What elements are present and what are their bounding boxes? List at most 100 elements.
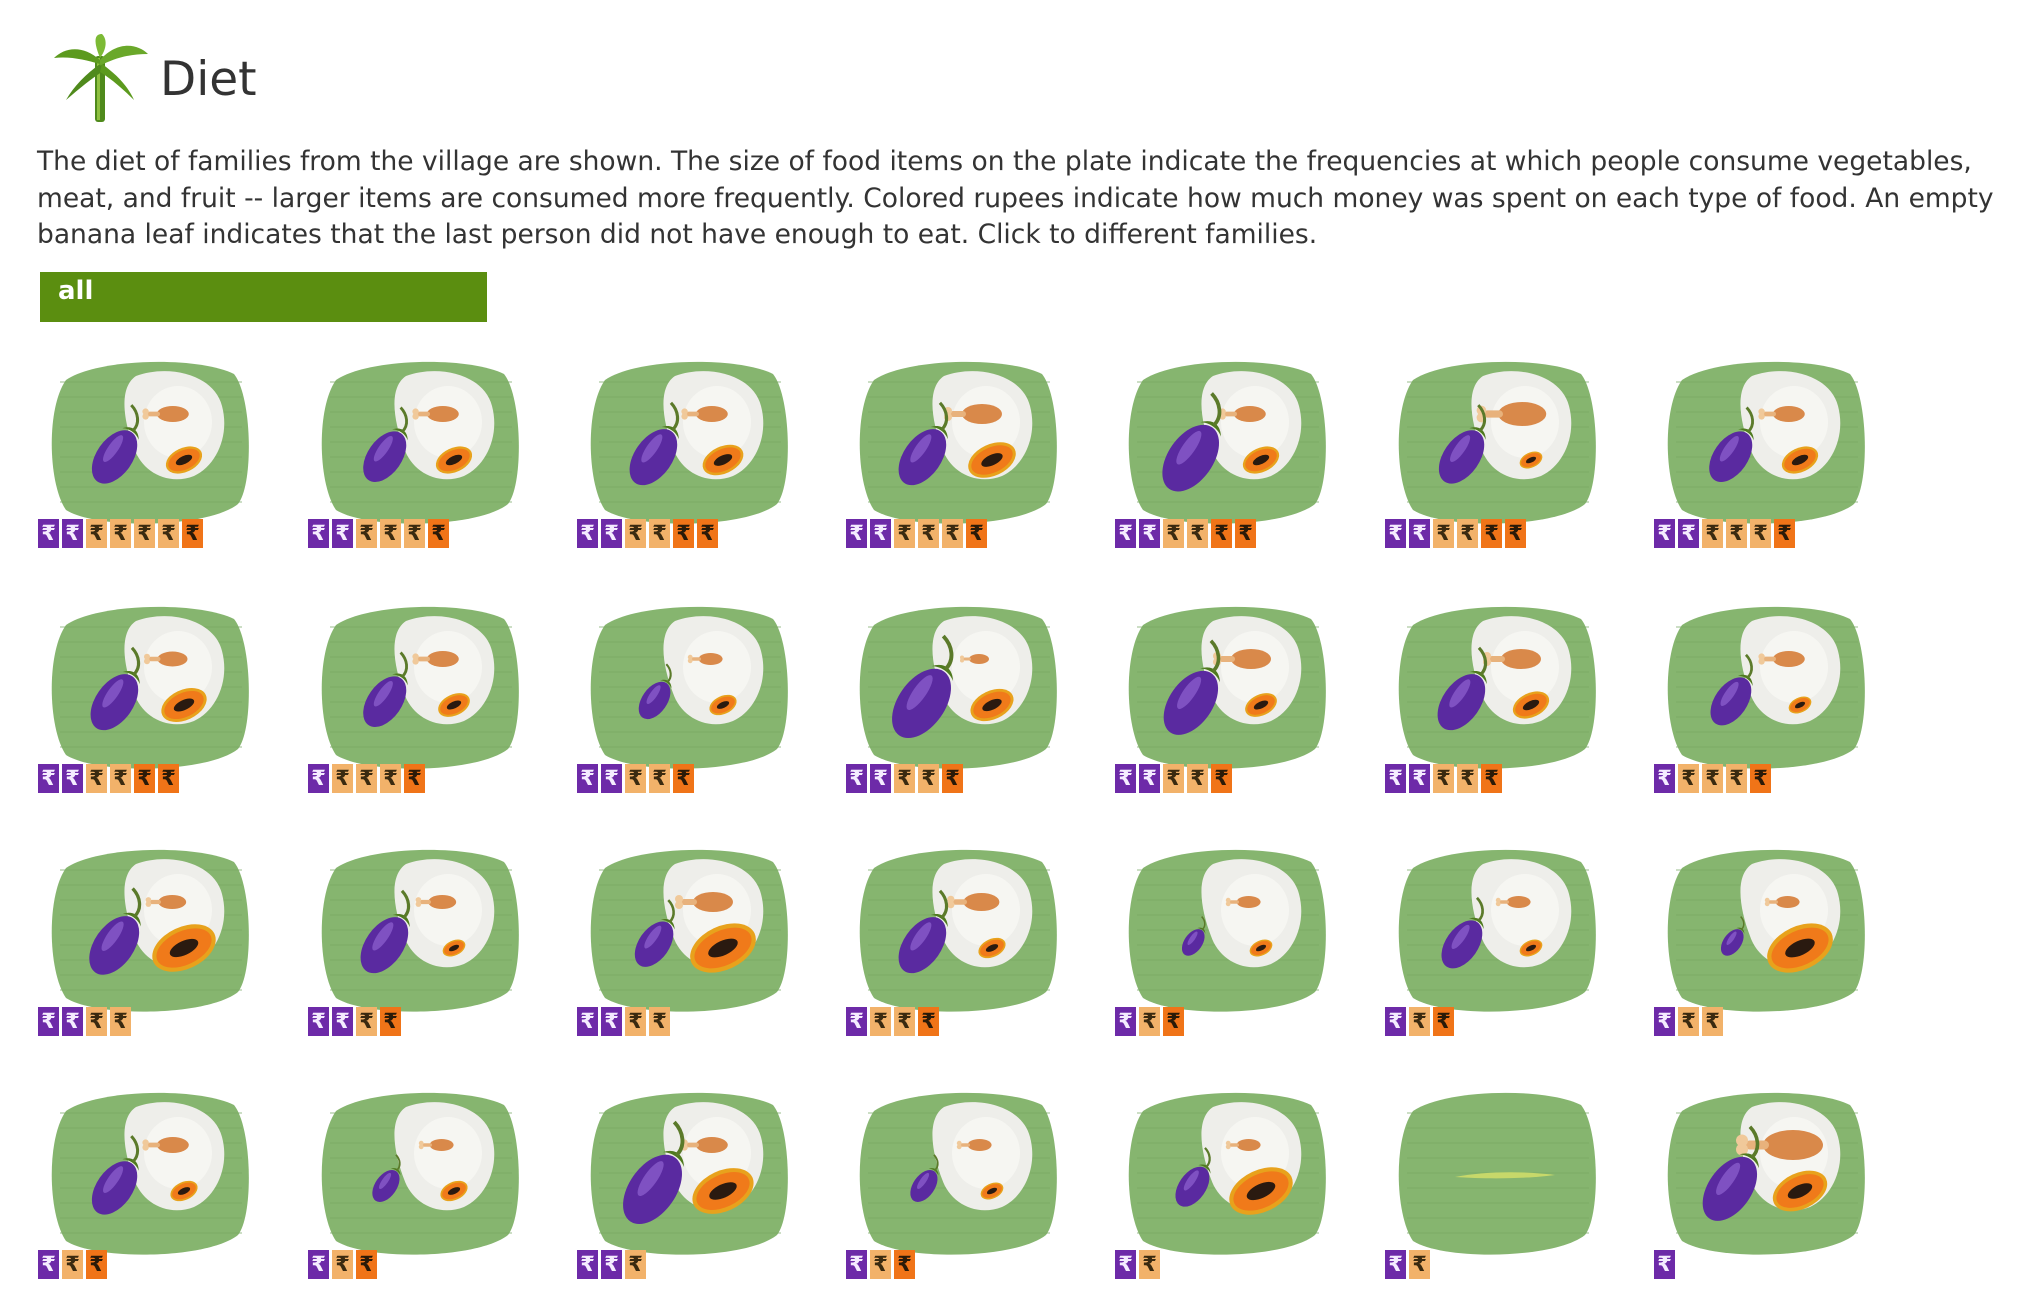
rupee-icon: ₹ — [1187, 764, 1208, 793]
rice-highlight — [144, 386, 212, 458]
chicken-drumstick — [960, 654, 989, 664]
family-plate[interactable]: ₹ ₹ ₹ ₹ ₹ ₹ — [1115, 352, 1335, 572]
family-plate[interactable]: ₹ ₹ ₹ ₹ ₹ ₹ — [1654, 352, 1874, 572]
rupee-icon: ₹ — [649, 519, 670, 548]
rupee-icon: ₹ — [308, 519, 329, 548]
papaya-half — [1767, 923, 1833, 973]
family-plate[interactable]: ₹ ₹ ₹ ₹ ₹ — [577, 597, 797, 817]
spending-rupees: ₹ ₹ ₹ — [1654, 1007, 1723, 1036]
rupee-icon: ₹ — [404, 764, 425, 793]
eggplant — [90, 646, 141, 731]
rupee-icon: ₹ — [62, 519, 83, 548]
family-plate[interactable]: ₹ ₹ ₹ ₹ ₹ ₹ — [38, 597, 258, 817]
papaya-half — [165, 446, 203, 474]
rupee-icon: ₹ — [356, 1007, 377, 1036]
rice-highlight — [952, 1117, 1020, 1189]
banana-leaf-plate — [859, 1092, 1057, 1255]
rupee-icon: ₹ — [308, 1250, 329, 1279]
family-plate[interactable]: ₹ ₹ ₹ ₹ ₹ — [1385, 597, 1605, 817]
family-plate[interactable]: ₹ ₹ ₹ ₹ ₹ ₹ — [846, 352, 1066, 572]
eggplant — [91, 1135, 140, 1215]
eggplant — [1181, 916, 1206, 956]
rice-highlight — [1760, 386, 1828, 458]
rupee-icon: ₹ — [38, 1007, 59, 1036]
rupee-icon: ₹ — [1139, 1007, 1160, 1036]
banana-leaf-plate — [859, 606, 1057, 769]
spending-rupees: ₹ ₹ ₹ ₹ ₹ — [308, 764, 425, 793]
eggplant — [91, 404, 140, 484]
eggplant — [1438, 404, 1487, 484]
rupee-icon: ₹ — [1654, 1250, 1675, 1279]
rupee-icon: ₹ — [1702, 764, 1723, 793]
family-plate[interactable]: ₹ ₹ ₹ ₹ — [846, 840, 1066, 1060]
rupee-icon: ₹ — [1433, 1007, 1454, 1036]
banana-leaf-plate — [321, 606, 519, 769]
family-plate[interactable]: ₹ ₹ ₹ — [846, 1083, 1066, 1303]
rupee-icon: ₹ — [86, 764, 107, 793]
spending-rupees: ₹ ₹ ₹ ₹ ₹ — [1115, 764, 1232, 793]
family-plate[interactable]: ₹ ₹ ₹ — [308, 1083, 528, 1303]
family-plate[interactable]: ₹ ₹ ₹ — [577, 1083, 797, 1303]
family-plate[interactable]: ₹ ₹ ₹ ₹ ₹ — [1115, 597, 1335, 817]
rupee-icon: ₹ — [1139, 1250, 1160, 1279]
rupee-icon: ₹ — [1409, 519, 1430, 548]
rupee-icon: ₹ — [846, 764, 867, 793]
rupee-icon: ₹ — [649, 764, 670, 793]
family-plate[interactable]: ₹ ₹ ₹ ₹ — [38, 840, 258, 1060]
rupee-icon: ₹ — [110, 1007, 131, 1036]
family-plate[interactable]: ₹ ₹ ₹ ₹ ₹ ₹ ₹ — [38, 352, 258, 572]
rupee-icon: ₹ — [1385, 519, 1406, 548]
family-plate[interactable]: ₹ ₹ ₹ — [1654, 840, 1874, 1060]
rice-highlight — [683, 386, 751, 458]
rupee-icon: ₹ — [1211, 764, 1232, 793]
family-plate[interactable]: ₹ ₹ — [1385, 1083, 1605, 1303]
chicken-drumstick — [1225, 896, 1261, 908]
family-plate[interactable]: ₹ ₹ ₹ ₹ ₹ ₹ — [308, 352, 528, 572]
banana-leaf-plate — [321, 849, 519, 1012]
banana-leaf-plate — [1667, 849, 1865, 1012]
family-plate[interactable]: ₹ ₹ ₹ ₹ — [577, 840, 797, 1060]
rupee-icon: ₹ — [870, 1007, 891, 1036]
papaya-half — [1242, 446, 1280, 474]
chicken-drumstick — [681, 406, 728, 422]
family-plate[interactable]: ₹ ₹ ₹ — [38, 1083, 258, 1303]
rupee-icon: ₹ — [601, 764, 622, 793]
spending-rupees: ₹ ₹ ₹ ₹ ₹ — [1654, 764, 1771, 793]
rupee-icon: ₹ — [649, 1007, 670, 1036]
family-plate[interactable]: ₹ — [1654, 1083, 1874, 1303]
spending-rupees: ₹ ₹ ₹ ₹ — [846, 1007, 939, 1036]
rupee-icon: ₹ — [1481, 519, 1502, 548]
family-plate[interactable]: ₹ ₹ ₹ ₹ ₹ ₹ — [1385, 352, 1605, 572]
papaya-half — [1772, 1170, 1828, 1212]
rupee-icon: ₹ — [308, 1007, 329, 1036]
family-plate[interactable]: ₹ ₹ ₹ — [1385, 840, 1605, 1060]
family-plate[interactable]: ₹ ₹ ₹ ₹ ₹ — [308, 597, 528, 817]
family-plate[interactable]: ₹ ₹ ₹ ₹ — [308, 840, 528, 1060]
spending-rupees: ₹ ₹ ₹ ₹ ₹ ₹ — [1115, 519, 1256, 548]
rupee-icon: ₹ — [1163, 519, 1184, 548]
family-plate[interactable]: ₹ ₹ ₹ — [1115, 840, 1335, 1060]
family-plate[interactable]: ₹ ₹ ₹ ₹ ₹ — [846, 597, 1066, 817]
spending-rupees: ₹ ₹ ₹ — [1115, 1007, 1184, 1036]
banana-leaf-plate — [1667, 361, 1865, 524]
rupee-icon: ₹ — [380, 1007, 401, 1036]
spending-rupees: ₹ ₹ ₹ ₹ ₹ — [846, 764, 963, 793]
family-filter-all[interactable]: all — [40, 272, 487, 322]
rice-highlight — [414, 631, 482, 703]
rupee-icon: ₹ — [356, 1250, 377, 1279]
spending-rupees: ₹ ₹ ₹ ₹ ₹ ₹ — [577, 519, 718, 548]
family-plate[interactable]: ₹ ₹ — [1115, 1083, 1335, 1303]
rupee-icon: ₹ — [86, 1007, 107, 1036]
rupee-icon: ₹ — [625, 519, 646, 548]
rupee-icon: ₹ — [1409, 1007, 1430, 1036]
rice-highlight — [1760, 631, 1828, 703]
spending-rupees: ₹ ₹ ₹ ₹ ₹ ₹ — [846, 519, 987, 548]
eggplant — [372, 1154, 401, 1202]
family-plate[interactable]: ₹ ₹ ₹ ₹ ₹ — [1654, 597, 1874, 817]
rupee-icon: ₹ — [134, 764, 155, 793]
family-plate[interactable]: ₹ ₹ ₹ ₹ ₹ ₹ — [577, 352, 797, 572]
eggplant — [1175, 1147, 1211, 1207]
banana-leaf-plate — [1128, 361, 1326, 524]
rupee-icon: ₹ — [86, 1250, 107, 1279]
eggplant — [623, 1120, 685, 1225]
